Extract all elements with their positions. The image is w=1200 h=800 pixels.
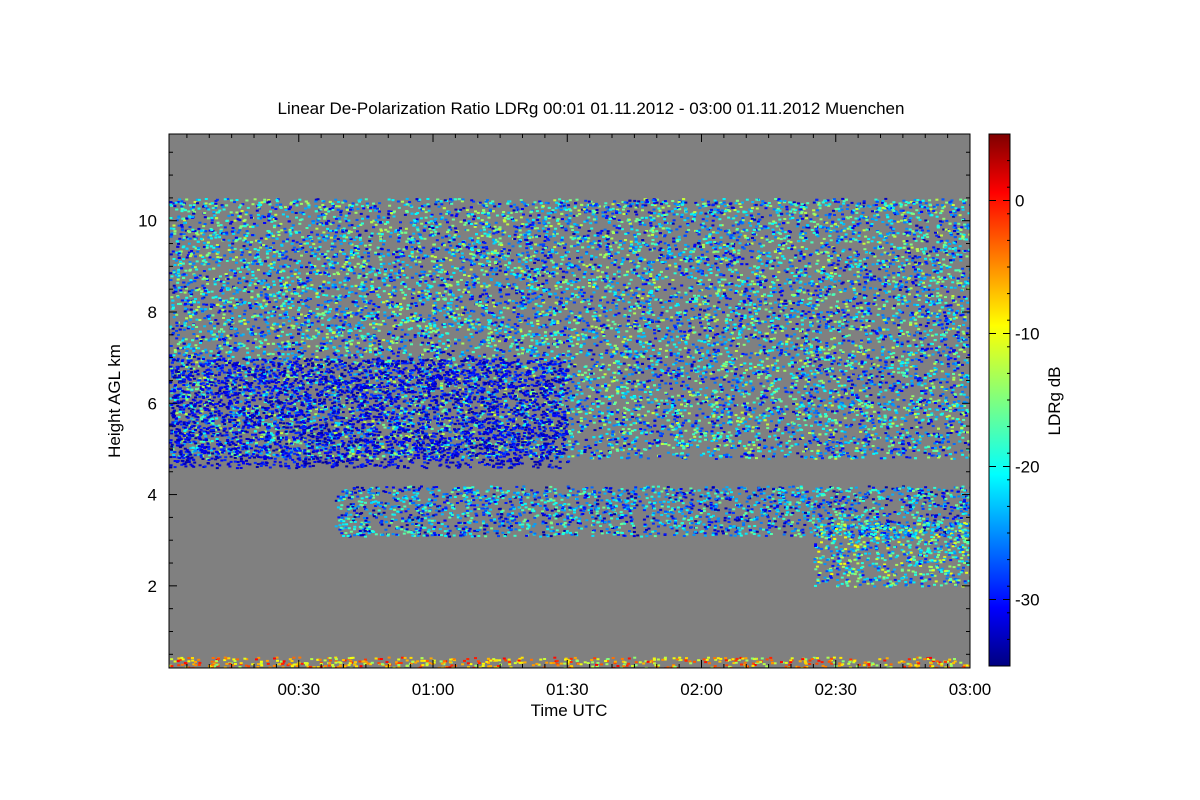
heatmap-layer xyxy=(169,197,970,668)
colorbar-ticks: 0 -10 -20 -30 xyxy=(989,133,1040,667)
colorbar-label: LDRg dB xyxy=(1045,367,1064,436)
x-tick-label: 00:30 xyxy=(277,680,320,699)
x-axis: 00:30 01:00 01:30 02:00 02:30 03:00 xyxy=(186,134,992,699)
colorbar-tick-label: -20 xyxy=(1015,458,1040,477)
colorbar: 0 -10 -20 -30 LDRg dB xyxy=(988,133,1064,667)
y-tick-label: 8 xyxy=(148,303,157,322)
colorbar-tick-label: -30 xyxy=(1015,591,1040,610)
plot-frame xyxy=(168,133,971,669)
y-axis-label: Height AGL km xyxy=(105,344,124,458)
colorbar-tick-label: 0 xyxy=(1015,192,1024,211)
chart-title: Linear De-Polarization Ratio LDRg 00:01 … xyxy=(278,99,905,118)
y-tick-label: 10 xyxy=(138,212,157,231)
x-tick-label: 02:30 xyxy=(814,680,857,699)
heatmap-region xyxy=(169,656,970,668)
heatmap-region xyxy=(813,522,970,588)
x-tick-label: 02:00 xyxy=(680,680,723,699)
y-tick-label: 4 xyxy=(148,486,157,505)
y-tick-label: 2 xyxy=(148,577,157,596)
y-tick-label: 6 xyxy=(148,394,157,413)
heatmap-region xyxy=(334,485,970,538)
y-axis: 2 4 6 8 10 xyxy=(138,151,970,655)
heatmap-region xyxy=(169,357,571,470)
colorbar-gradient xyxy=(988,133,1011,667)
colorbar-tick-label: -10 xyxy=(1015,325,1040,344)
plot-area xyxy=(168,133,971,669)
x-tick-label: 01:00 xyxy=(412,680,455,699)
heatmap-region xyxy=(169,197,970,460)
x-tick-label: 01:30 xyxy=(546,680,589,699)
x-axis-label: Time UTC xyxy=(531,701,608,720)
x-tick-label: 03:00 xyxy=(949,680,992,699)
